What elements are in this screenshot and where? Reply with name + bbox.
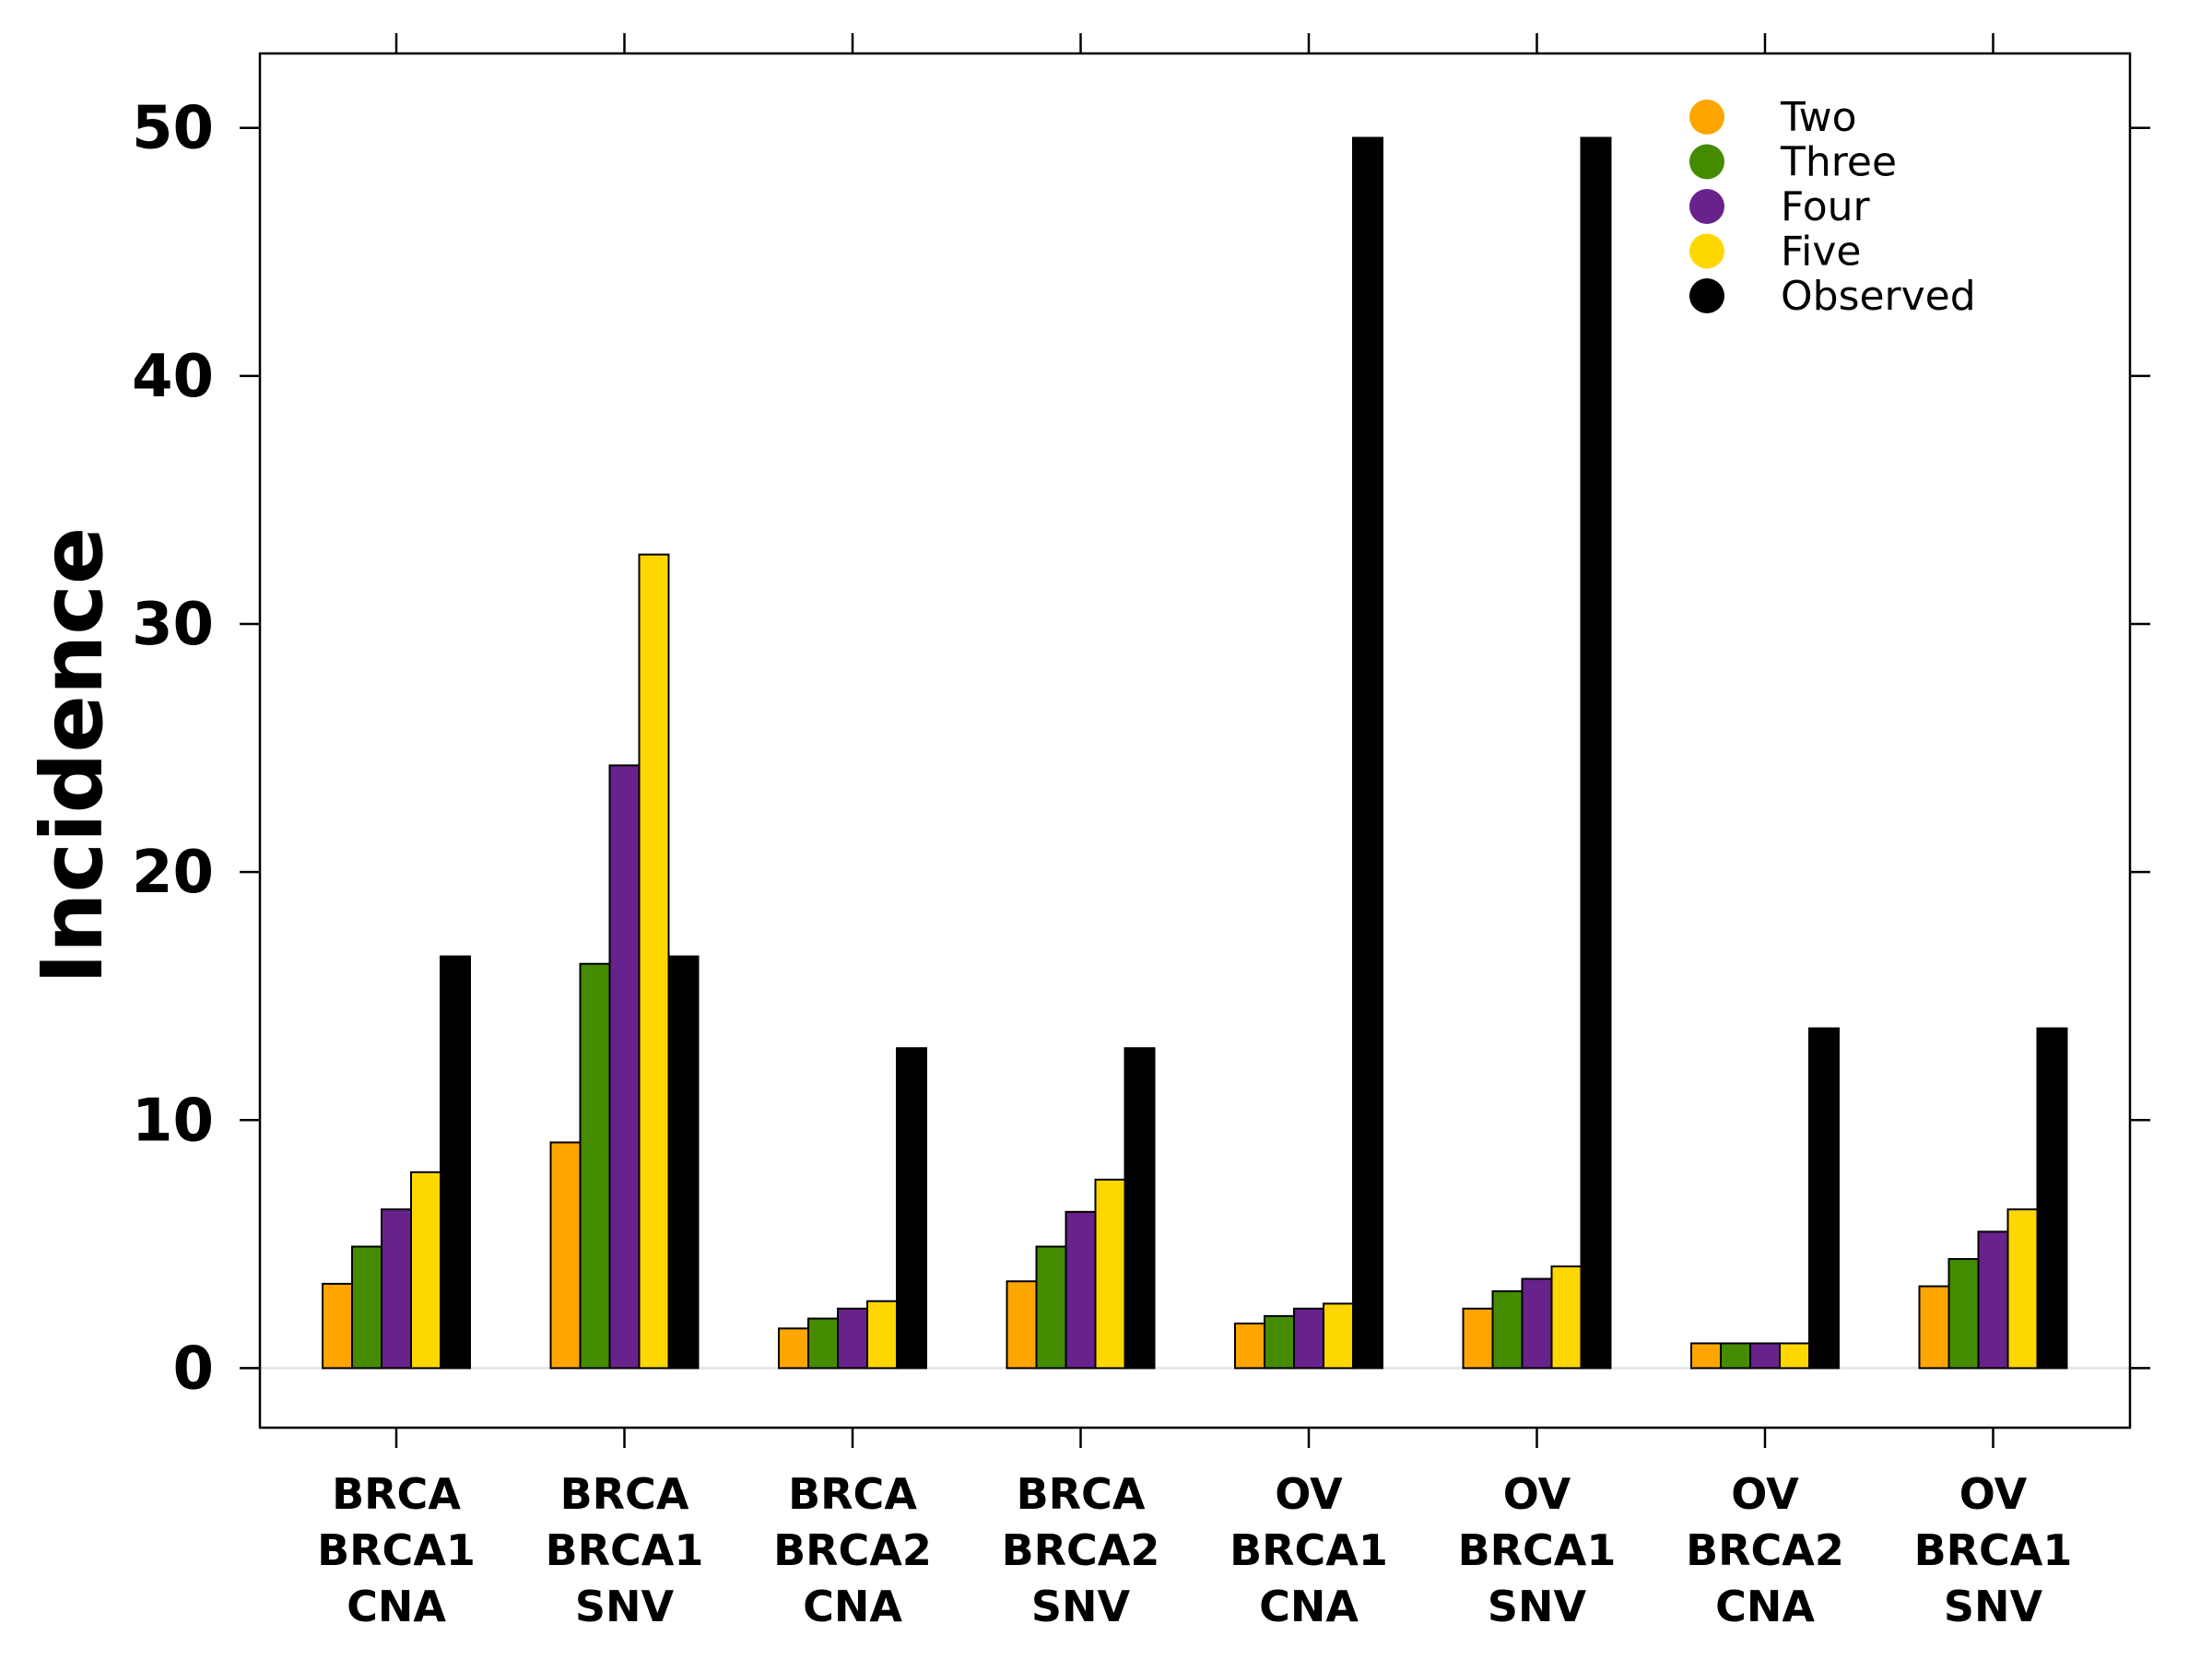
x-category-label: BRCA1 bbox=[1230, 1525, 1388, 1575]
x-category-label: CNA bbox=[803, 1582, 902, 1631]
x-category-label: BRCA2 bbox=[1002, 1525, 1160, 1575]
bar-four-4 bbox=[1293, 1307, 1324, 1370]
y-tick-label: 30 bbox=[132, 591, 214, 659]
bar-four-3 bbox=[1065, 1210, 1097, 1370]
bar-four-0 bbox=[381, 1208, 412, 1370]
y-axis-title: Incidence bbox=[23, 527, 122, 984]
bar-four-2 bbox=[837, 1307, 868, 1370]
legend-swatch-four bbox=[1689, 189, 1724, 224]
bar-three-7 bbox=[1947, 1257, 1980, 1370]
x-category-label: BRCA bbox=[788, 1469, 917, 1519]
bar-two-7 bbox=[1918, 1285, 1950, 1370]
bar-five-7 bbox=[2006, 1208, 2039, 1370]
x-category-label: BRCA bbox=[1017, 1469, 1146, 1519]
bar-two-6 bbox=[1690, 1342, 1722, 1370]
y-tick-label: 50 bbox=[132, 95, 214, 163]
legend-label-three: Three bbox=[1780, 139, 1897, 186]
legend-swatch-two bbox=[1689, 100, 1724, 135]
bar-two-0 bbox=[322, 1282, 353, 1370]
bar-four-6 bbox=[1749, 1342, 1781, 1370]
bar-observed-0 bbox=[440, 955, 471, 1370]
legend-swatch-three bbox=[1689, 144, 1724, 180]
bar-five-2 bbox=[866, 1300, 898, 1370]
plot-frame bbox=[258, 52, 2132, 1430]
bar-observed-3 bbox=[1124, 1047, 1156, 1370]
bar-three-0 bbox=[351, 1245, 382, 1370]
bar-observed-2 bbox=[896, 1047, 927, 1370]
x-category-label: CNA bbox=[347, 1582, 446, 1631]
bar-five-6 bbox=[1779, 1342, 1810, 1370]
bar-observed-5 bbox=[1580, 136, 1612, 1370]
bar-five-3 bbox=[1094, 1178, 1126, 1370]
legend-swatch-five bbox=[1689, 233, 1724, 269]
bar-two-1 bbox=[549, 1141, 582, 1370]
x-category-label: CNA bbox=[1715, 1582, 1815, 1631]
legend-label-five: Five bbox=[1781, 229, 1861, 276]
y-tick-label: 10 bbox=[132, 1087, 214, 1155]
x-category-label: BRCA bbox=[332, 1469, 461, 1519]
x-category-label: OV bbox=[1959, 1469, 2028, 1519]
bar-five-0 bbox=[410, 1171, 441, 1370]
y-axis: 0 10 20 30 40 50 bbox=[132, 95, 2150, 1403]
legend-label-four: Four bbox=[1781, 183, 1871, 230]
bar-four-1 bbox=[608, 764, 641, 1370]
legend-label-observed: Observed bbox=[1781, 273, 1976, 320]
x-category-label: BRCA2 bbox=[1686, 1525, 1844, 1575]
bar-two-2 bbox=[778, 1327, 809, 1370]
bar-five-1 bbox=[638, 553, 670, 1370]
y-tick-label: 40 bbox=[132, 343, 214, 411]
bar-three-6 bbox=[1720, 1342, 1751, 1370]
x-category-label: BRCA1 bbox=[1914, 1525, 2073, 1575]
x-axis: BRCA BRCA1 CNA BRCA BRCA1 SNV BRCA BRCA2 CNA BRCA… bbox=[317, 33, 2072, 1631]
y-tick-label: 20 bbox=[132, 839, 214, 907]
bar-three-5 bbox=[1491, 1289, 1524, 1370]
bar-three-1 bbox=[579, 962, 611, 1370]
legend-label-two: Two bbox=[1780, 94, 1857, 141]
bar-two-4 bbox=[1234, 1322, 1265, 1370]
plot-border bbox=[258, 52, 2132, 1430]
bar-five-5 bbox=[1550, 1265, 1583, 1370]
x-category-label: BRCA1 bbox=[1458, 1525, 1617, 1575]
x-category-label: BRCA bbox=[560, 1469, 689, 1519]
y-tick-label: 0 bbox=[172, 1335, 214, 1403]
x-category-label: SNV bbox=[575, 1582, 675, 1631]
x-category-label: OV bbox=[1503, 1469, 1571, 1519]
bar-observed-1 bbox=[667, 955, 700, 1370]
x-category-label: BRCA2 bbox=[773, 1525, 932, 1575]
x-category-label: BRCA1 bbox=[317, 1525, 476, 1575]
legend-swatch-observed bbox=[1689, 278, 1724, 313]
x-category-label: OV bbox=[1275, 1469, 1343, 1519]
bar-two-5 bbox=[1462, 1307, 1494, 1370]
bar-five-4 bbox=[1323, 1302, 1354, 1370]
x-category-label: SNV bbox=[1031, 1582, 1131, 1631]
bar-two-3 bbox=[1006, 1280, 1038, 1370]
bar-three-2 bbox=[807, 1317, 839, 1370]
bar-observed-7 bbox=[2036, 1027, 2068, 1370]
bar-four-7 bbox=[1977, 1230, 2009, 1370]
x-category-label: CNA bbox=[1259, 1582, 1359, 1631]
x-category-label: OV bbox=[1731, 1469, 1799, 1519]
bar-observed-4 bbox=[1352, 136, 1383, 1370]
x-category-label: SNV bbox=[1488, 1582, 1587, 1631]
x-category-label: BRCA1 bbox=[546, 1525, 704, 1575]
bar-observed-6 bbox=[1808, 1027, 1840, 1370]
bar-four-5 bbox=[1521, 1277, 1553, 1370]
bar-three-4 bbox=[1264, 1314, 1295, 1370]
x-category-label: SNV bbox=[1944, 1582, 2043, 1631]
bar-three-3 bbox=[1035, 1245, 1067, 1370]
bars bbox=[322, 136, 2068, 1370]
